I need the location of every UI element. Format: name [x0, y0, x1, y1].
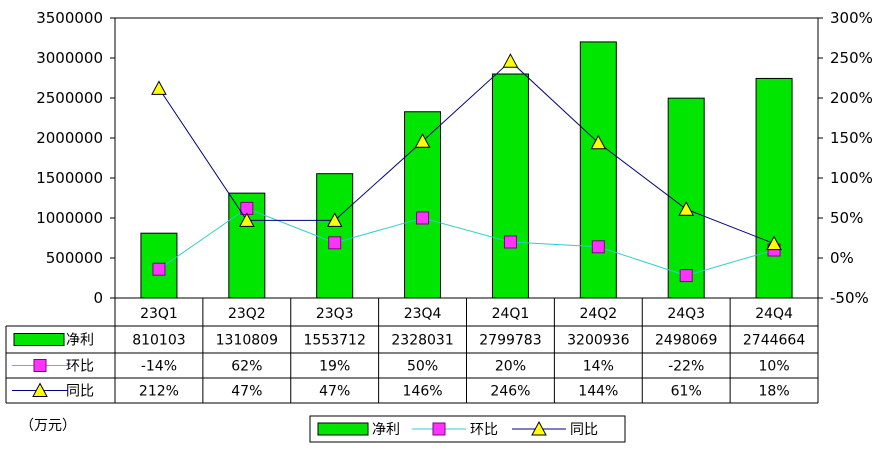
point-tb-24Q1 — [502, 53, 519, 68]
table-cell: 1310809 — [216, 333, 278, 349]
bar-24Q1 — [491, 73, 529, 299]
data-table: 23Q1 23Q2 23Q3 23Q4 24Q1 24Q2 24Q3 24Q4 净利 810103… — [5, 297, 819, 404]
right-tick-label: 50% — [830, 209, 863, 227]
left-tick-label: 3500000 — [36, 9, 103, 27]
series-line-hb — [158, 207, 775, 277]
left-tick-label: 1500000 — [36, 169, 103, 187]
left-tick-label: 0 — [93, 289, 103, 307]
category-label: 23Q1 — [140, 306, 178, 322]
table-cell: 2799783 — [479, 333, 541, 349]
point-hb-24Q2 — [591, 240, 605, 254]
point-tb-23Q3 — [326, 212, 343, 227]
legend-label: 净利 — [372, 422, 400, 438]
bar-24Q2 — [579, 41, 617, 299]
legend-key-marker — [531, 420, 547, 436]
series-line-tb — [158, 60, 775, 245]
table-cell: 144% — [578, 384, 618, 400]
table-series-name: 同比 — [66, 384, 94, 400]
table-cell: 212% — [139, 384, 179, 400]
point-hb-24Q3 — [679, 269, 693, 283]
point-tb-24Q4 — [766, 235, 782, 251]
point-hb-23Q3 — [328, 236, 342, 250]
line-series — [151, 53, 782, 283]
category-label: 23Q3 — [316, 306, 354, 322]
table-cell: 61% — [671, 384, 702, 400]
right-tick-label: 300% — [830, 9, 873, 27]
category-label: 24Q2 — [579, 306, 617, 322]
table-cell: 2744664 — [743, 333, 805, 349]
table-cell: 2328031 — [391, 333, 453, 349]
legend: 净利 环比 同比 — [309, 415, 626, 443]
table-cell: 3200936 — [567, 333, 629, 349]
left-tick-label: 2500000 — [36, 89, 103, 107]
right-tick-label: 250% — [830, 49, 873, 67]
table-series-name: 净利 — [66, 333, 94, 349]
left-tick-label: 500000 — [46, 249, 103, 267]
bar-series — [140, 41, 793, 299]
right-tick-label: 150% — [830, 129, 873, 147]
point-tb-23Q2 — [238, 212, 255, 227]
table-cell: 2498069 — [655, 333, 717, 349]
category-label: 24Q1 — [492, 306, 530, 322]
right-tick-label: 100% — [830, 169, 873, 187]
table-cell: 47% — [231, 384, 262, 400]
table-cell: -22% — [668, 359, 704, 375]
left-tick-label: 1000000 — [36, 209, 103, 227]
table-key-bar — [13, 333, 65, 346]
table-cell: 1553712 — [304, 333, 366, 349]
legend-label: 环比 — [470, 422, 498, 438]
table-cell: 47% — [319, 384, 350, 400]
point-hb-24Q1 — [503, 235, 517, 249]
table-cell: 810103 — [132, 333, 185, 349]
legend-label: 同比 — [570, 422, 598, 438]
table-key-marker — [33, 359, 47, 372]
point-tb-24Q3 — [678, 201, 695, 216]
unit-note: （万元） — [20, 418, 76, 434]
table-cell: 246% — [490, 384, 530, 400]
category-label: 24Q3 — [667, 306, 705, 322]
right-tick-label: -50% — [830, 289, 869, 307]
category-label: 24Q4 — [755, 306, 793, 322]
point-tb-24Q2 — [590, 134, 607, 150]
table-cell: 10% — [759, 359, 790, 375]
category-label: 23Q2 — [228, 306, 266, 322]
table-cell: 62% — [231, 359, 262, 375]
table-key-marker — [32, 382, 48, 397]
bar-24Q3 — [667, 97, 705, 299]
point-hb-23Q4 — [416, 211, 430, 225]
table-cell: 19% — [319, 359, 350, 375]
table-cell: 146% — [403, 384, 443, 400]
legend-key-bar — [317, 422, 369, 436]
left-tick-label: 2000000 — [36, 129, 103, 147]
bar-24Q4 — [755, 77, 793, 299]
table-cell: 50% — [407, 359, 438, 375]
table-cell: -14% — [141, 359, 177, 375]
table-series-name: 环比 — [66, 359, 94, 375]
left-tick-label: 3000000 — [36, 49, 103, 67]
table-cell: 14% — [583, 359, 614, 375]
category-label: 23Q4 — [404, 306, 442, 322]
point-tb-23Q1 — [151, 80, 167, 95]
point-tb-23Q4 — [414, 133, 431, 148]
table-cell: 20% — [495, 359, 526, 375]
right-tick-label: 200% — [830, 89, 873, 107]
point-hb-23Q1 — [152, 262, 166, 276]
legend-key-marker — [432, 422, 446, 436]
table-cell: 18% — [759, 384, 790, 400]
bar-23Q3 — [316, 173, 354, 299]
right-tick-label: 0% — [830, 249, 854, 267]
axes: 3500000 3000000 2500000 2000000 1500000 10000… — [36, 9, 873, 307]
bar-23Q4 — [404, 111, 442, 299]
